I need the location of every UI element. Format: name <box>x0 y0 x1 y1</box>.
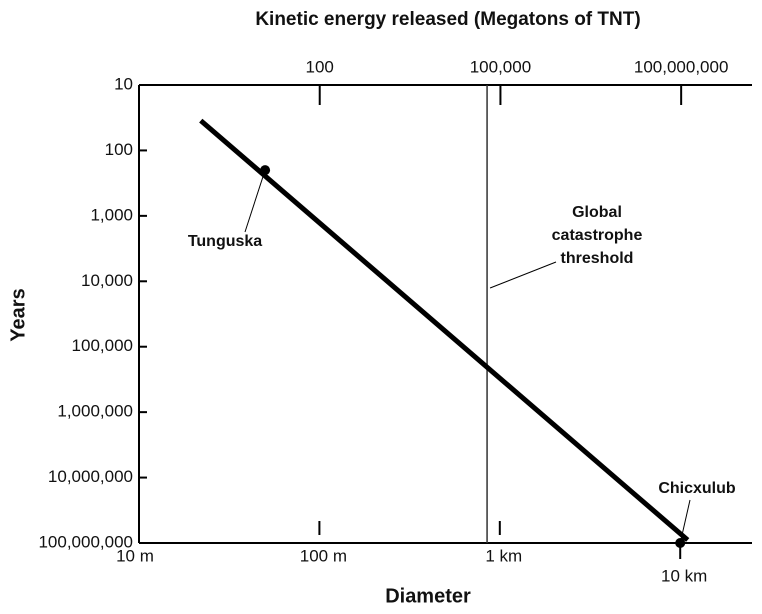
y-tick-label: 1,000 <box>90 205 133 224</box>
threshold-arrow <box>489 261 557 289</box>
x-axis-title: Diameter <box>385 585 471 607</box>
event-label: Tunguska <box>188 233 262 250</box>
top-axis-title: Kinetic energy released (Megatons of TNT… <box>255 9 640 30</box>
y-tick-label: 100 <box>105 140 133 159</box>
y-tick-label: 100,000,000 <box>38 532 133 551</box>
top-tick-label: 100,000 <box>470 57 531 76</box>
x-tick-label: 100 m <box>300 546 347 565</box>
threshold-label: Global <box>572 204 622 221</box>
threshold-label: catastrophe <box>552 227 643 244</box>
top-tick-label: 100,000,000 <box>634 57 729 76</box>
threshold-label: threshold <box>561 250 634 267</box>
event-arrow <box>244 169 266 233</box>
y-tick-label: 100,000 <box>72 336 133 355</box>
y-tick-label: 10 <box>114 74 133 93</box>
x-tick-label: 10 km <box>661 566 707 585</box>
y-tick-label: 10,000 <box>81 271 133 290</box>
y-axis-title: Years <box>7 288 29 341</box>
event-arrow <box>679 499 691 544</box>
series-line <box>199 118 690 542</box>
y-tick-label: 10,000,000 <box>48 467 133 486</box>
event-label: Chicxulub <box>658 480 736 497</box>
x-tick-label: 1 km <box>485 546 522 565</box>
top-tick-label: 100 <box>306 57 334 76</box>
x-tick-label: 10 m <box>116 546 154 565</box>
y-tick-label: 1,000,000 <box>57 402 133 421</box>
